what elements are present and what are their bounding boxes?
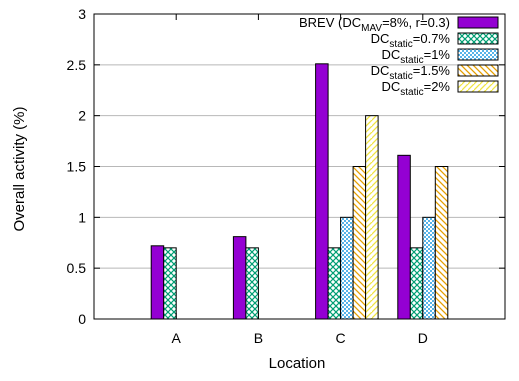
legend-label: DCstatic=1% (381, 47, 450, 66)
legend-swatch (457, 16, 499, 29)
bar (365, 115, 379, 320)
bar (434, 166, 449, 320)
legend-swatch (457, 32, 499, 45)
y-axis-label: Overall activity (%) (11, 106, 28, 231)
legend-label: BREV (DCMAV=8%, r=0.3) (299, 15, 450, 34)
bar (352, 166, 367, 320)
y-tick-label: 0 (78, 311, 86, 327)
bar (397, 154, 411, 320)
legend-entry: BREV (DCMAV=8%, r=0.3) (299, 15, 499, 34)
y-tick-label: 2.5 (67, 57, 87, 73)
legend-swatch (457, 64, 499, 77)
y-tick-label: 3 (78, 6, 86, 22)
x-axis-label: Location (269, 355, 326, 372)
bar (245, 247, 259, 320)
bars (150, 63, 449, 320)
legend-swatch (457, 48, 499, 61)
bar (315, 63, 329, 320)
legend: BREV (DCMAV=8%, r=0.3)DCstatic=0.7%DCsta… (299, 15, 499, 98)
legend-entry: DCstatic=1% (381, 47, 499, 66)
y-tick-label: 1 (78, 209, 86, 225)
x-tick-label: A (172, 330, 182, 346)
ticks: 0 0.5 1 1.5 2 2.5 3 A B C D (67, 6, 505, 346)
x-tick-label: D (418, 330, 428, 346)
y-tick-label: 2 (78, 108, 86, 124)
legend-swatch (457, 80, 499, 93)
bar (340, 216, 354, 320)
x-tick-label: C (336, 330, 346, 346)
legend-label: DCstatic=0.7% (371, 31, 451, 50)
bar (150, 245, 165, 320)
legend-entry: DCstatic=0.7% (371, 31, 499, 50)
legend-label: DCstatic=2% (381, 79, 450, 98)
bar (163, 247, 177, 320)
y-tick-label: 0.5 (67, 260, 87, 276)
bar (422, 216, 436, 320)
y-tick-label: 1.5 (67, 159, 87, 175)
bar (232, 236, 247, 320)
bar (409, 247, 424, 320)
bar (327, 247, 342, 320)
x-tick-label: B (254, 330, 263, 346)
legend-entry: DCstatic=2% (381, 79, 499, 98)
legend-label: DCstatic=1.5% (371, 63, 451, 82)
legend-entry: DCstatic=1.5% (371, 63, 499, 82)
